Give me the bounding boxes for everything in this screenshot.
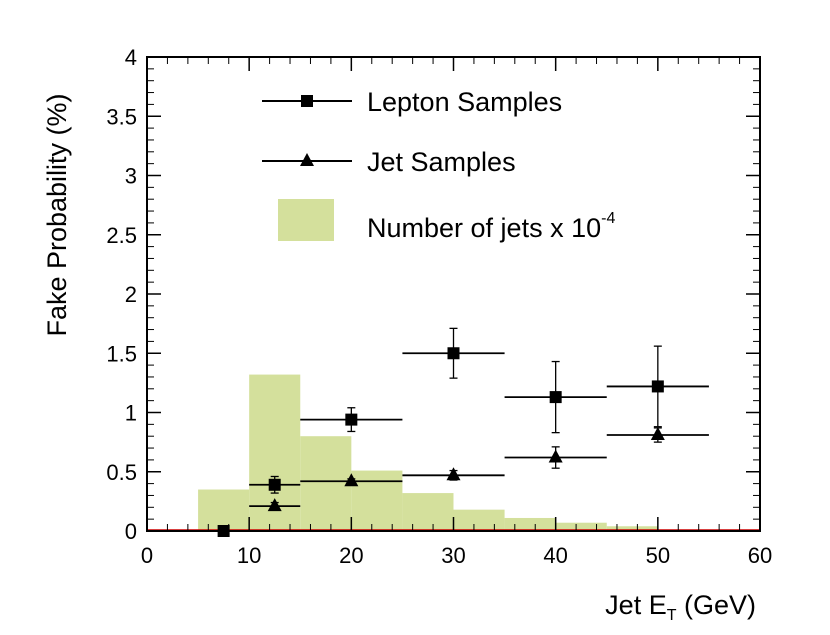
x-tick-label: 0: [141, 543, 153, 568]
legend-lepton-label: Lepton Samples: [367, 87, 562, 117]
x-tick-label: 40: [543, 543, 567, 568]
jet-triangle-marker: [548, 449, 563, 463]
legend-jet-label: Jet Samples: [367, 147, 516, 177]
jet-triangle-marker: [344, 473, 359, 487]
lepton-square-marker: [268, 478, 281, 491]
jet-triangle-marker: [446, 467, 461, 481]
lepton-square-marker: [447, 347, 460, 360]
x-tick-label: 20: [339, 543, 363, 568]
lepton-point-4: [504, 360, 607, 434]
y-tick-label: 3.5: [106, 104, 137, 129]
legend-jet-triangle-marker: [300, 153, 314, 166]
jet-triangle-marker: [650, 427, 665, 441]
histogram-bar-7: [555, 522, 607, 531]
histogram-bar-6: [504, 517, 556, 531]
histogram-bar-8: [606, 526, 658, 531]
x-axis-title-main: Jet E: [605, 590, 667, 620]
data-series-layer: [217, 327, 709, 537]
jet-point-4: [606, 427, 709, 443]
legend-histogram-label: Number of jets x 10-4: [367, 210, 615, 243]
lepton-point-2: [300, 407, 403, 433]
lepton-square-marker: [217, 525, 230, 537]
jet-point-0: [249, 498, 301, 512]
histogram-bar-3: [351, 470, 403, 531]
histogram-bar-2: [300, 436, 352, 531]
lepton-square-marker: [345, 413, 358, 426]
lepton-square-marker: [549, 391, 562, 404]
y-axis-title: Fake Probability (%): [42, 93, 72, 336]
x-axis-title: Jet ET (GeV): [605, 590, 756, 624]
legend-entry-lepton: Lepton Samples: [262, 87, 562, 117]
y-tick-label: 0.5: [106, 460, 137, 485]
lepton-point-5: [606, 345, 709, 428]
x-tick-label: 60: [748, 543, 772, 568]
y-tick-label: 4: [125, 45, 137, 70]
legend-entry-histogram: Number of jets x 10-4: [278, 199, 615, 243]
y-tick-label: 3: [125, 164, 137, 189]
legend-lepton-square-marker: [301, 95, 313, 107]
x-tick-label: 50: [646, 543, 670, 568]
y-tick-label: 1.5: [106, 341, 137, 366]
x-tick-label: 10: [237, 543, 261, 568]
legend-histogram-swatch: [278, 199, 334, 241]
x-axis-title-unit: (GeV): [676, 590, 756, 620]
lepton-point-3: [402, 327, 505, 379]
x-tick-label: 30: [441, 543, 465, 568]
lepton-point-1: [249, 475, 301, 494]
jet-point-1: [300, 473, 403, 487]
histogram-bar-0: [198, 489, 250, 531]
y-tick-label: 2.5: [106, 223, 137, 248]
legend-histogram-label-main: Number of jets x 10: [367, 213, 601, 243]
jet-point-3: [504, 446, 607, 469]
legend-histogram-label-exponent: -4: [601, 210, 615, 227]
legend-entry-jet: Jet Samples: [262, 147, 516, 177]
x-axis-title-subscript: T: [667, 607, 677, 624]
histogram-bar-4: [402, 493, 454, 531]
jet-triangle-marker: [267, 498, 282, 512]
axis-ticks-layer: 0 10 20 30 40 50 60 0 0.5 1 1.5 2 2.5 3 3.5 4: [106, 45, 772, 568]
y-tick-label: 0: [125, 519, 137, 544]
lepton-point-0: [217, 525, 230, 537]
y-tick-label: 2: [125, 282, 137, 307]
legend: Lepton Samples Jet Samples Number of jet…: [262, 87, 615, 243]
histogram-bar-5: [453, 509, 505, 531]
jet-point-2: [402, 467, 505, 481]
lepton-square-marker: [651, 380, 664, 393]
y-tick-label: 1: [125, 401, 137, 426]
